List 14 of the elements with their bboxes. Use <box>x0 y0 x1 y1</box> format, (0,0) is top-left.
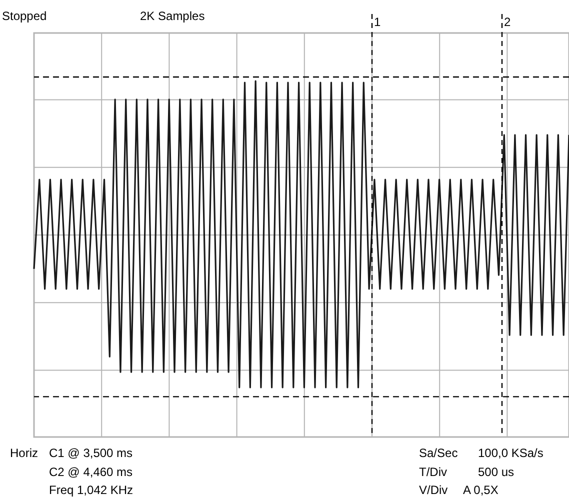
text: Freq 1,042 KHz <box>49 483 134 497</box>
text: 100,0 KSa/s <box>478 446 544 460</box>
text: 2K Samples <box>140 9 205 23</box>
text: C2 @ 4,460 ms <box>49 465 133 479</box>
text: 1 <box>374 15 381 29</box>
text: C1 @ 3,500 ms <box>49 446 133 460</box>
text: 2 <box>504 15 511 29</box>
text: 500 us <box>478 465 514 479</box>
text: A 0,5X <box>463 483 498 497</box>
text: Sa/Sec <box>419 446 458 460</box>
text: Stopped <box>2 9 47 23</box>
text: Horiz <box>10 446 38 460</box>
text: T/Div <box>419 465 447 479</box>
text: V/Div <box>419 483 448 497</box>
